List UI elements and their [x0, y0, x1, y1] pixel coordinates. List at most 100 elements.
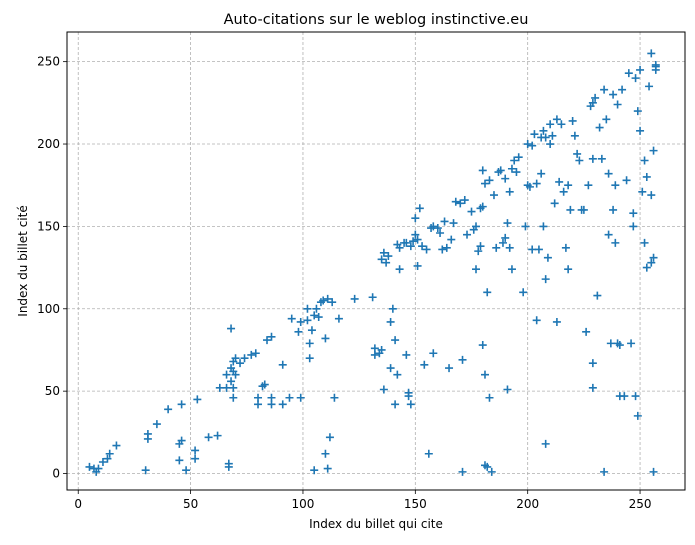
data-points	[85, 49, 660, 476]
data-point	[247, 350, 256, 359]
data-point	[597, 154, 606, 163]
data-point	[418, 242, 427, 251]
data-point	[415, 204, 424, 213]
data-point	[602, 115, 611, 124]
data-point	[429, 222, 438, 231]
data-point	[521, 222, 530, 231]
data-point	[105, 449, 114, 458]
data-point	[382, 258, 391, 267]
data-point	[588, 383, 597, 392]
data-point	[573, 149, 582, 158]
data-point	[254, 400, 263, 409]
data-point	[303, 316, 312, 325]
data-point	[215, 383, 224, 392]
data-point	[485, 393, 494, 402]
data-point	[505, 243, 514, 252]
data-point	[112, 441, 121, 450]
data-point	[552, 115, 561, 124]
data-point	[588, 154, 597, 163]
data-point	[402, 350, 411, 359]
data-point	[447, 235, 456, 244]
data-point	[570, 131, 579, 140]
data-point	[582, 327, 591, 336]
data-point	[548, 131, 557, 140]
data-point	[546, 140, 555, 149]
data-point	[296, 393, 305, 402]
data-point	[191, 454, 200, 463]
data-point	[231, 370, 240, 379]
data-point	[611, 181, 620, 190]
data-point	[541, 133, 550, 142]
data-point	[532, 316, 541, 325]
data-point	[611, 238, 620, 247]
data-point	[528, 141, 537, 150]
chart-title: Auto-citations sur le weblog instinctive…	[224, 12, 529, 28]
data-point	[463, 230, 472, 239]
data-point	[424, 449, 433, 458]
data-point	[505, 187, 514, 196]
data-point	[472, 265, 481, 274]
x-tick-label: 50	[183, 497, 198, 511]
data-point	[391, 336, 400, 345]
data-point	[557, 120, 566, 129]
data-point	[539, 126, 548, 135]
data-point	[546, 120, 555, 129]
data-point	[321, 334, 330, 343]
data-point	[440, 217, 449, 226]
data-point	[278, 360, 287, 369]
data-point	[164, 405, 173, 414]
y-tick-label: 250	[37, 55, 60, 69]
data-point	[649, 146, 658, 155]
data-point	[593, 291, 602, 300]
data-point	[595, 123, 604, 132]
data-point	[377, 345, 386, 354]
data-point	[483, 288, 492, 297]
data-point	[175, 456, 184, 465]
data-point	[451, 197, 460, 206]
data-point	[231, 354, 240, 363]
data-point	[478, 202, 487, 211]
data-point	[442, 243, 451, 252]
data-point	[528, 245, 537, 254]
data-point	[624, 69, 633, 78]
data-point	[525, 182, 534, 191]
data-point	[404, 388, 413, 397]
x-tick-label: 250	[629, 497, 652, 511]
data-point	[631, 392, 640, 401]
data-point	[310, 466, 319, 475]
data-point	[501, 233, 510, 242]
data-point	[618, 85, 627, 94]
data-point	[588, 359, 597, 368]
data-point	[460, 196, 469, 205]
data-point	[193, 395, 202, 404]
y-tick-label: 150	[37, 219, 60, 233]
data-point	[604, 169, 613, 178]
data-point	[609, 90, 618, 99]
data-point	[449, 219, 458, 228]
data-point	[588, 98, 597, 107]
data-point	[260, 380, 269, 389]
data-point	[409, 237, 418, 246]
data-point	[640, 156, 649, 165]
data-point	[510, 156, 519, 165]
data-point	[480, 370, 489, 379]
data-point	[386, 364, 395, 373]
data-point	[386, 317, 395, 326]
data-point	[285, 393, 294, 402]
data-point	[152, 420, 161, 429]
data-point	[609, 205, 618, 214]
data-point	[436, 228, 445, 237]
data-point	[325, 433, 334, 442]
y-tick-label: 200	[37, 137, 60, 151]
data-point	[224, 459, 233, 468]
x-tick-label: 150	[404, 497, 427, 511]
data-point	[615, 341, 624, 350]
data-point	[514, 153, 523, 162]
data-point	[420, 360, 429, 369]
data-point	[305, 354, 314, 363]
data-point	[229, 383, 238, 392]
data-point	[384, 252, 393, 261]
data-point	[600, 467, 609, 476]
data-point	[636, 65, 645, 74]
data-point	[263, 336, 272, 345]
